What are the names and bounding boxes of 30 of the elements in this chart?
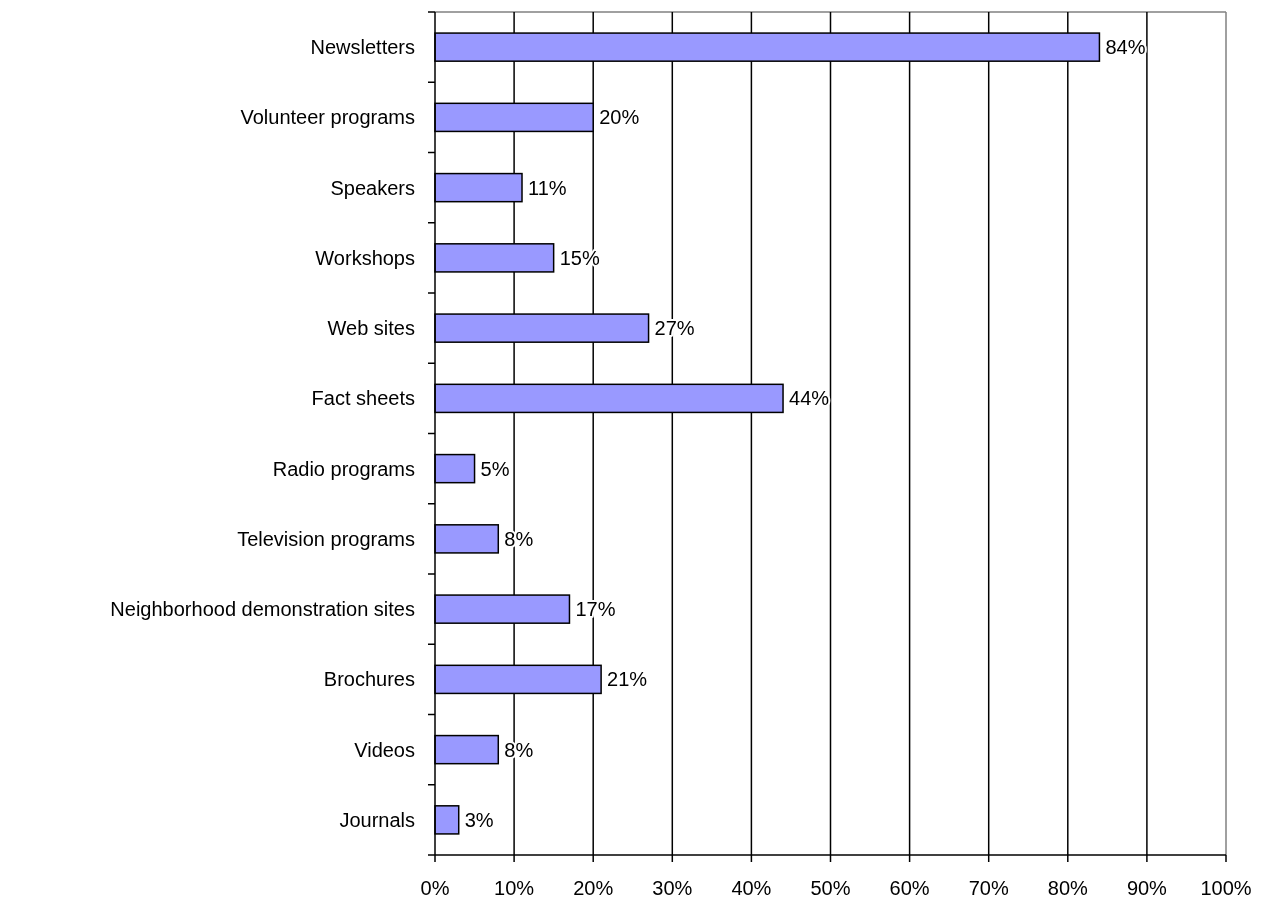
y-tick-label: Speakers [330, 176, 415, 199]
y-tick-label: Television programs [237, 527, 415, 550]
x-tick-label: 30% [652, 877, 693, 899]
y-tick-label: Volunteer programs [240, 106, 415, 129]
x-tick-label: 60% [889, 877, 930, 899]
data-label: 44% [789, 387, 830, 410]
x-tick-label: 90% [1126, 877, 1168, 899]
data-label: 11% [528, 176, 567, 199]
y-tick-label: Newsletters [310, 36, 415, 59]
x-tick-label: 40% [731, 877, 772, 899]
data-label: 21% [607, 668, 648, 691]
x-tick-label: 80% [1047, 877, 1089, 899]
data-label: 5% [480, 457, 510, 480]
y-tick-label: Workshops [315, 246, 415, 269]
y-tick-label: Videos [354, 738, 415, 761]
x-tick-label: 100% [1200, 877, 1252, 899]
data-label: 84% [1105, 36, 1146, 59]
x-tick-label: 0% [420, 877, 450, 899]
x-tick-label: 10% [494, 877, 535, 899]
x-tick-label: 50% [810, 877, 851, 899]
y-tick-label: Radio programs [272, 457, 415, 480]
x-tick-label: 20% [573, 877, 614, 899]
data-label: 20% [599, 106, 640, 129]
data-label: 3% [464, 808, 494, 831]
y-tick-label: Brochures [323, 668, 415, 691]
y-tick-label: Fact sheets [311, 387, 415, 410]
y-tick-label: Neighborhood demonstration sites [110, 598, 415, 621]
x-tick-label: 70% [968, 877, 1009, 899]
y-tick-label: Web sites [327, 317, 415, 340]
y-tick-label: Journals [339, 808, 415, 831]
